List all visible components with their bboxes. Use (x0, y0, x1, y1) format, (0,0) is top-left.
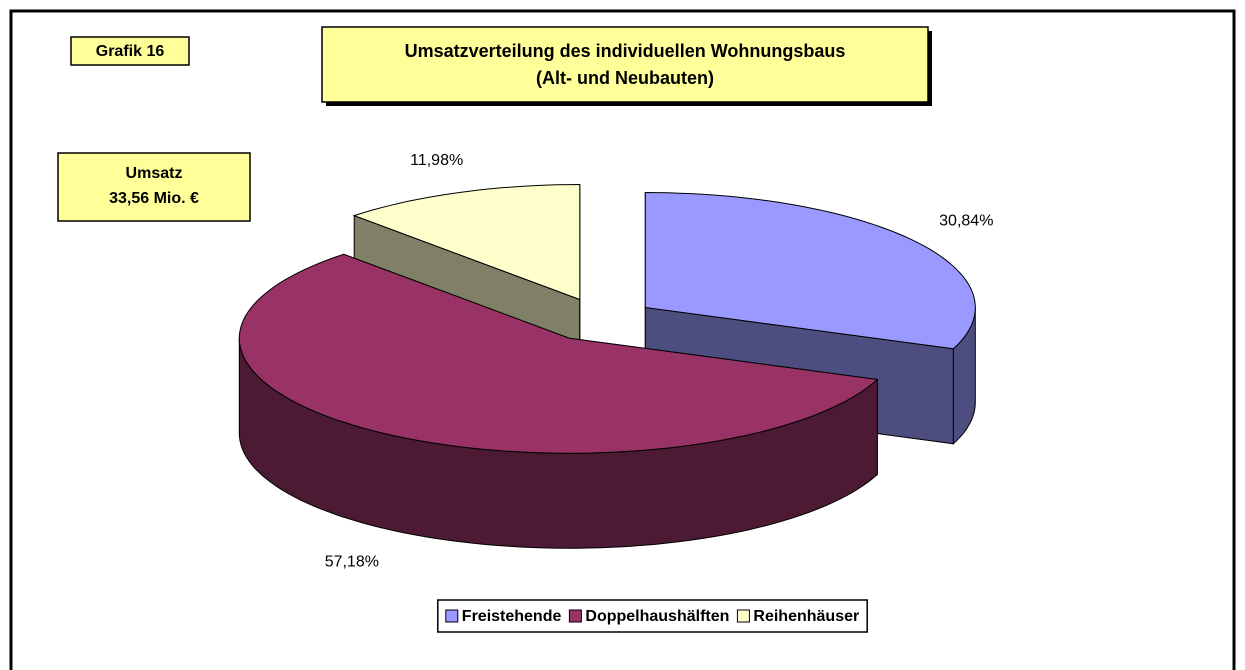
label-box (70, 36, 190, 66)
legend-swatch (568, 609, 582, 623)
legend-swatch (736, 609, 750, 623)
frame (9, 9, 1236, 670)
legend-label: Reihenhäuser (753, 608, 859, 625)
annotation: 33,56 Mio. € (109, 190, 199, 207)
annotation-box (57, 152, 251, 222)
data-label: 11,98% (410, 152, 463, 169)
chart-title: Umsatzverteilung des individuellen Wohnu… (405, 41, 846, 61)
legend-label: Freistehende (462, 608, 562, 625)
data-label: 30,84% (939, 212, 993, 229)
title-box (321, 26, 929, 103)
slice (238, 253, 879, 454)
legend-box (437, 599, 868, 633)
legend: Freistehende Doppelhaushälften Reihenhäuse… (437, 599, 868, 633)
data-label: 57,18% (325, 554, 379, 571)
slice (644, 191, 976, 350)
slice (352, 183, 581, 301)
chart-title: (Alt- und Neubauten) (536, 68, 714, 88)
chart-label: Grafik 16 (96, 43, 165, 60)
annotation: Umsatz (126, 165, 183, 182)
legend-swatch (445, 609, 459, 623)
legend-label: Doppelhaushälften (585, 608, 729, 625)
